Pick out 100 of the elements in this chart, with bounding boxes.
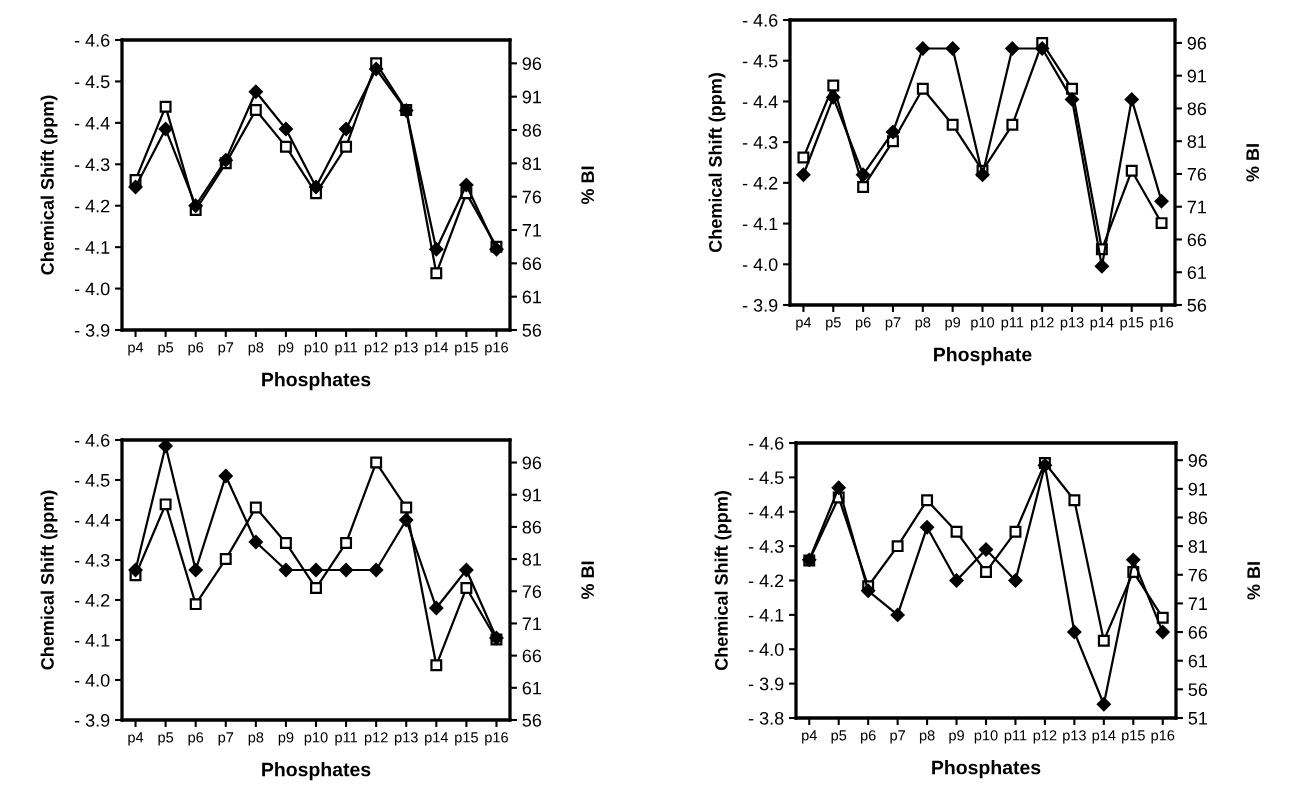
y-tick-label: - 4.0	[74, 673, 110, 687]
y2-tick-label: 76	[522, 190, 542, 204]
x-tick-label: p16	[485, 732, 508, 746]
x-tick-label: p11	[1001, 317, 1024, 331]
x-tick-label: p10	[974, 730, 998, 744]
y2-tick-label: 91	[1187, 69, 1207, 83]
x-axis-title: Phosphates	[262, 762, 371, 781]
y-tick-label: - 4.1	[748, 609, 784, 622]
y2-axis-title: % BI	[1246, 144, 1259, 182]
y2-tick-label: 81	[522, 157, 542, 171]
y2-tick-label: 86	[1188, 511, 1208, 525]
y2-axis-title: % BI	[581, 166, 594, 205]
y-tick-label: - 3.9	[748, 677, 784, 691]
x-tick-label: p15	[1120, 317, 1144, 331]
x-tick-label: p16	[1150, 317, 1174, 331]
x-tick-label: p10	[971, 317, 995, 331]
y2-tick-label: 71	[522, 224, 542, 237]
y-tick-label: - 4.3	[74, 553, 110, 567]
y2-tick-label: 61	[522, 681, 542, 695]
x-tick-label: p7	[218, 342, 234, 356]
y-tick-label: - 4.3	[74, 158, 110, 172]
y2-tick-label: 91	[522, 90, 542, 104]
y-tick-label: - 4.3	[748, 540, 784, 553]
x-tick-label: p11	[1004, 730, 1027, 744]
y2-tick-label: 81	[1187, 135, 1207, 148]
y-tick-label: - 4.2	[74, 593, 110, 607]
y2-tick-label: 76	[1188, 568, 1208, 582]
y2-tick-label: 96	[522, 57, 542, 71]
y-tick-label: - 4.5	[74, 474, 110, 487]
x-tick-label: p14	[1090, 317, 1114, 331]
x-tick-label: p7	[218, 732, 234, 746]
x-tick-label: p4	[128, 342, 144, 356]
x-tick-label: p4	[802, 730, 817, 744]
y-tick-label: - 4.0	[74, 282, 110, 296]
y2-tick-label: 81	[522, 553, 542, 566]
x-tick-label: p5	[158, 342, 174, 356]
x-tick-label: p12	[1030, 317, 1054, 331]
y2-tick-label: 71	[522, 617, 542, 630]
y2-axis-title: % BI	[1247, 562, 1260, 600]
y-tick-label: - 4.4	[74, 116, 110, 130]
y-tick-label: - 4.6	[748, 436, 784, 450]
x-tick-label: p14	[425, 732, 449, 746]
x-tick-label: p16	[1151, 730, 1175, 744]
y2-tick-label: 76	[1187, 167, 1207, 181]
x-tick-label: p13	[1063, 730, 1086, 744]
x-tick-label: p14	[1092, 730, 1116, 744]
y2-tick-label: 71	[1187, 200, 1207, 214]
x-tick-label: p6	[861, 730, 876, 744]
y-tick-label: - 4.2	[748, 574, 784, 588]
y2-axis-title: % BI	[581, 561, 594, 600]
y2-tick-label: 51	[1188, 712, 1208, 725]
x-tick-label: p11	[335, 732, 357, 746]
x-tick-label: p5	[826, 317, 841, 331]
y2-tick-label: 56	[1187, 298, 1207, 312]
y-tick-label: - 4.4	[742, 95, 778, 108]
y-axis-title: Chemical Shift (ppm)	[40, 95, 58, 275]
x-tick-label: p9	[945, 317, 961, 331]
y2-tick-label: 61	[1187, 266, 1207, 279]
y-tick-label: - 4.5	[748, 471, 784, 485]
x-tick-label: p7	[885, 317, 901, 331]
y2-tick-label: 66	[522, 649, 542, 663]
x-tick-label: p4	[128, 732, 144, 746]
y-tick-label: - 4.5	[74, 75, 110, 89]
y-tick-label: - 4.0	[742, 258, 778, 272]
y-tick-label: - 4.1	[74, 241, 110, 254]
y2-tick-label: 71	[1188, 597, 1208, 610]
x-tick-label: p12	[1033, 730, 1057, 744]
y-tick-label: - 4.2	[74, 199, 110, 213]
y-tick-label: - 4.1	[74, 634, 110, 647]
y2-tick-label: 66	[1187, 233, 1207, 247]
y2-tick-label: 91	[1188, 482, 1208, 496]
y-tick-label: - 4.3	[742, 136, 778, 149]
y2-tick-label: 66	[522, 257, 542, 271]
y2-tick-label: 61	[1188, 654, 1208, 668]
y-tick-label: - 3.9	[74, 713, 110, 727]
x-tick-label: p4	[796, 317, 812, 331]
y2-tick-label: 56	[1188, 683, 1208, 697]
x-tick-label: p6	[855, 317, 871, 331]
y-tick-label: - 4.0	[748, 643, 784, 656]
x-tick-label: p13	[395, 732, 418, 746]
x-tick-label: p12	[364, 342, 388, 356]
x-tick-label: p8	[915, 317, 931, 331]
y-tick-label: - 4.6	[742, 13, 778, 27]
y2-tick-label: 96	[1187, 36, 1207, 50]
y-tick-label: - 4.6	[74, 433, 110, 447]
y2-tick-label: 96	[522, 456, 542, 470]
y-tick-label: - 3.8	[748, 711, 784, 725]
y-axis-title: Chemical Shift (ppm)	[40, 490, 58, 670]
y-tick-label: - 4.5	[742, 54, 778, 68]
x-axis-title: Phosphates	[262, 372, 371, 391]
x-tick-label: p15	[455, 732, 478, 746]
x-axis-title: Phosphates	[932, 760, 1041, 779]
x-tick-label: p9	[949, 730, 964, 744]
y-tick-label: - 4.2	[742, 176, 778, 190]
x-tick-label: p9	[278, 732, 294, 746]
x-tick-label: p8	[248, 732, 264, 746]
y-tick-label: - 3.9	[74, 323, 110, 337]
x-tick-label: p10	[304, 732, 328, 746]
y2-tick-label: 91	[522, 488, 542, 502]
x-tick-label: p8	[919, 730, 935, 744]
